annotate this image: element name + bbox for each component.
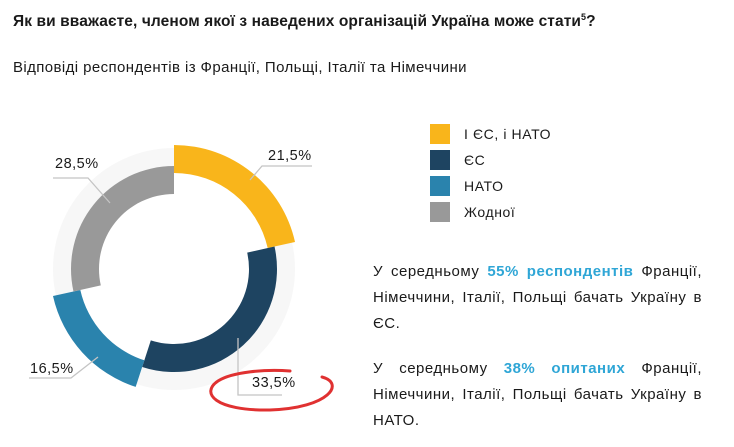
highlight-circle: [209, 368, 334, 412]
note-text: У середньому: [373, 263, 488, 280]
note-eu: У середньому 55% респондентів Франції, Н…: [373, 259, 702, 337]
legend-label: ЄС: [464, 152, 486, 168]
note-highlight: 55% респондентів: [487, 263, 634, 280]
legend-item: Жодної: [430, 199, 551, 225]
note-text: Франції, Німеччини, Італії, Польщі бачат…: [373, 360, 702, 429]
title-text: Як ви вважаєте, членом якої з наведених …: [13, 13, 582, 31]
legend-swatch: [430, 150, 450, 170]
legend-item: ЄС: [430, 147, 551, 173]
title-end: ?: [586, 13, 596, 31]
data-label: 21,5%: [268, 148, 312, 164]
leader-line: [53, 177, 111, 204]
footnote-mark: 5: [581, 12, 587, 22]
donut-slice: [52, 289, 145, 387]
legend-swatch: [430, 176, 450, 196]
legend-swatch: [430, 202, 450, 222]
legend: І ЄС, і НАТО ЄС НАТО Жодної: [430, 121, 551, 225]
legend-label: Жодної: [464, 204, 516, 220]
legend-label: НАТО: [464, 178, 504, 194]
note-nato: У середньому 38% опитаних Франції, Німеч…: [373, 356, 702, 434]
note-highlight: 38% опитаних: [503, 360, 626, 377]
note-text: У середньому: [373, 360, 504, 377]
leader-line: [237, 338, 282, 396]
data-label: 33,5%: [252, 375, 296, 391]
chart-subtitle: Відповіді респондентів із Франції, Польщ…: [13, 59, 467, 76]
legend-item: І ЄС, і НАТО: [430, 121, 551, 147]
donut-slice: [142, 246, 278, 373]
legend-label: І ЄС, і НАТО: [464, 126, 552, 142]
data-label: 28,5%: [55, 156, 99, 172]
leader-line: [29, 356, 99, 379]
donut-slice: [174, 145, 296, 249]
note-text: Франції, Німеччини, Італії, Польщі ба­ча…: [373, 263, 702, 332]
leader-line: [249, 165, 312, 181]
chart-title: Як ви вважаєте, членом якої з наведених …: [13, 12, 596, 31]
legend-swatch: [430, 124, 450, 144]
data-label: 16,5%: [30, 361, 74, 377]
legend-item: НАТО: [430, 173, 551, 199]
donut-slice: [71, 166, 174, 292]
